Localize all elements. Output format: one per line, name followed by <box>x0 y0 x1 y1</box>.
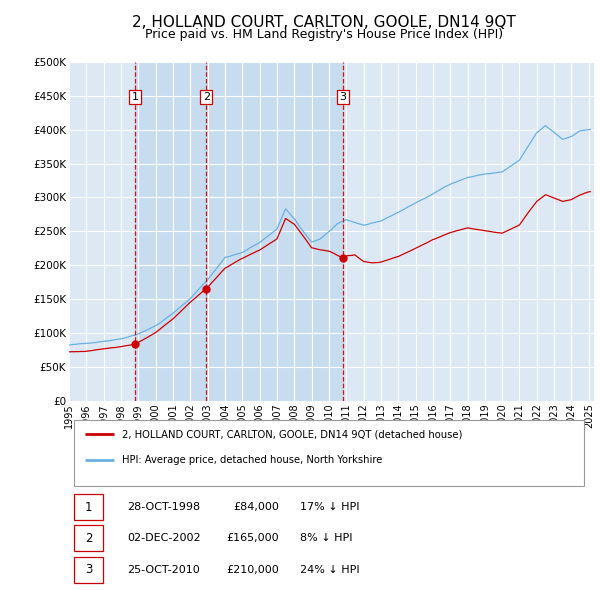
Text: 2, HOLLAND COURT, CARLTON, GOOLE, DN14 9QT (detached house): 2, HOLLAND COURT, CARLTON, GOOLE, DN14 9… <box>121 430 462 439</box>
Text: 8% ↓ HPI: 8% ↓ HPI <box>300 533 353 543</box>
Text: 2: 2 <box>85 532 92 545</box>
Text: 17% ↓ HPI: 17% ↓ HPI <box>300 502 359 512</box>
Text: 3: 3 <box>340 92 346 102</box>
Text: 1: 1 <box>131 92 139 102</box>
Text: 2: 2 <box>203 92 210 102</box>
FancyBboxPatch shape <box>74 420 583 486</box>
Text: 24% ↓ HPI: 24% ↓ HPI <box>300 565 359 575</box>
Text: £165,000: £165,000 <box>226 533 279 543</box>
Bar <box>206 62 343 401</box>
Text: £84,000: £84,000 <box>233 502 279 512</box>
Text: 02-DEC-2002: 02-DEC-2002 <box>127 533 200 543</box>
Text: 25-OCT-2010: 25-OCT-2010 <box>127 565 199 575</box>
Text: 2, HOLLAND COURT, CARLTON, GOOLE, DN14 9QT: 2, HOLLAND COURT, CARLTON, GOOLE, DN14 9… <box>132 15 516 30</box>
Text: 1: 1 <box>85 501 92 514</box>
Text: 3: 3 <box>85 563 92 576</box>
Text: 28-OCT-1998: 28-OCT-1998 <box>127 502 200 512</box>
Bar <box>135 62 206 401</box>
FancyBboxPatch shape <box>74 556 103 583</box>
Text: HPI: Average price, detached house, North Yorkshire: HPI: Average price, detached house, Nort… <box>121 455 382 466</box>
FancyBboxPatch shape <box>74 526 103 552</box>
Text: £210,000: £210,000 <box>226 565 279 575</box>
Text: Price paid vs. HM Land Registry's House Price Index (HPI): Price paid vs. HM Land Registry's House … <box>145 28 503 41</box>
FancyBboxPatch shape <box>74 494 103 520</box>
